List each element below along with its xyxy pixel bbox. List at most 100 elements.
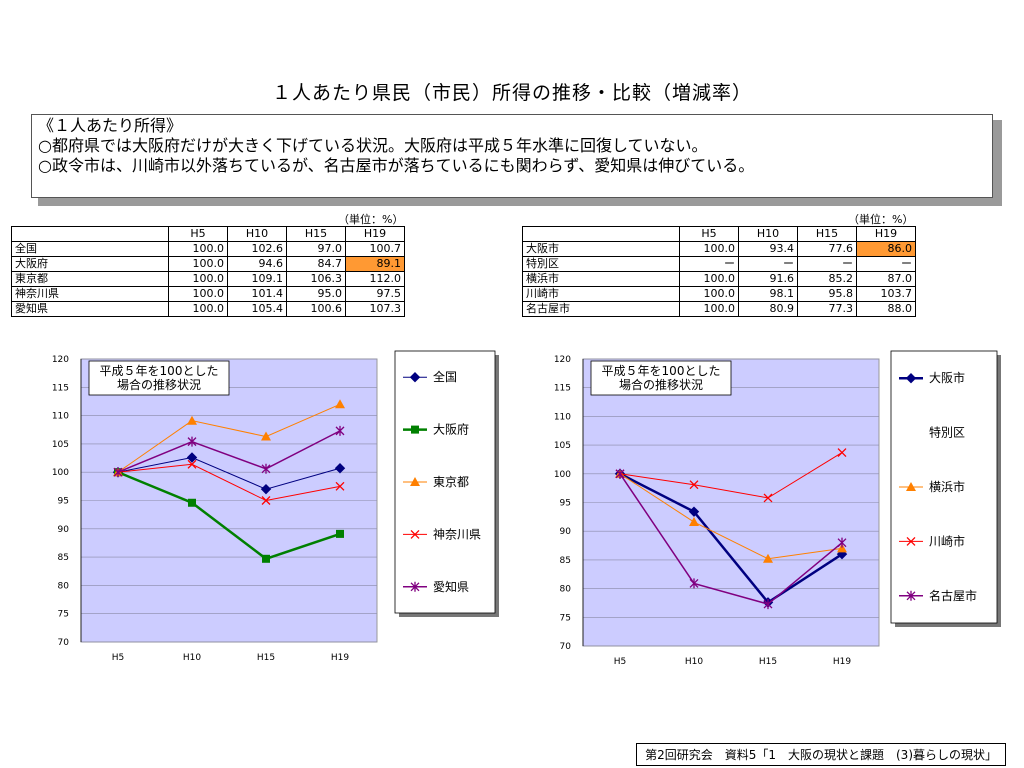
series-line <box>117 456 341 490</box>
data-point <box>334 463 346 474</box>
data-point <box>837 537 847 548</box>
annotation-text: 平成５年を100とした <box>100 364 219 378</box>
y-tick-label: 85 <box>560 556 571 566</box>
data-point <box>187 436 197 447</box>
table-row: 全国 100.0 102.6 97.0 100.7 <box>11 241 405 257</box>
footer-source: 第2回研究会 資料5「1 大阪の現状と課題 (3)暮らしの現状」 <box>636 743 1006 766</box>
legend-entry: 横浜市 <box>929 479 965 494</box>
table-row: 大阪市 100.0 93.4 77.6 86.0 <box>522 241 916 257</box>
y-tick-label: 75 <box>58 610 69 620</box>
annotation-box <box>88 360 230 396</box>
y-tick-label: 105 <box>52 440 69 450</box>
x-tick-label: H15 <box>759 657 777 665</box>
table-row: 愛知県 100.0 105.4 100.6 107.3 <box>11 301 405 317</box>
row-label: 神奈川県 <box>11 286 169 302</box>
series-line <box>619 473 843 605</box>
x-tick-label: H10 <box>183 653 201 663</box>
table-cell: 101.4 <box>227 286 287 302</box>
table-cell: 100.0 <box>168 301 228 317</box>
table-row: 東京都 100.0 109.1 106.3 112.0 <box>11 271 405 287</box>
table-cell: 89.1 <box>345 256 405 272</box>
data-point <box>615 468 625 479</box>
column-header: H19 <box>856 226 916 242</box>
table-cell: 100.0 <box>168 286 228 302</box>
row-label: 名古屋市 <box>522 301 680 317</box>
data-point <box>188 498 196 507</box>
table-cell: 93.4 <box>738 241 798 257</box>
data-point <box>261 463 271 474</box>
series-line <box>619 473 843 560</box>
y-tick-label: 95 <box>58 497 69 507</box>
table-header-row: H5 H10 H15 H19 <box>11 226 405 242</box>
data-point <box>262 554 270 563</box>
y-tick-label: 115 <box>554 384 571 394</box>
data-point <box>336 529 344 538</box>
data-point <box>186 452 198 463</box>
table-cell: ー <box>856 256 916 272</box>
data-point <box>335 481 345 491</box>
summary-note: 《１人あたり所得》 ○都府県では大阪府だけが大きく下げている状況。大阪府は平成５… <box>31 114 993 198</box>
y-tick-label: 115 <box>52 383 69 393</box>
table-cell: 86.0 <box>856 241 916 257</box>
city-chart: 70 75 80 85 90 95 100 105 110 115 120 H5 H10 H15 H19 平成… <box>554 350 1001 665</box>
y-tick-label: 90 <box>58 525 70 535</box>
row-label: 東京都 <box>11 271 169 287</box>
unit-label-prefectures: （単位：%） <box>338 213 404 226</box>
legend-entry: 名古屋市 <box>929 588 977 603</box>
column-header: H5 <box>168 226 228 242</box>
table-cell: 105.4 <box>227 301 287 317</box>
y-tick-label: 80 <box>560 585 572 595</box>
table-cell: 95.0 <box>286 286 346 302</box>
legend-marker <box>410 529 420 539</box>
table-cell: 95.8 <box>797 286 857 302</box>
table-cell: 109.1 <box>227 271 287 287</box>
series-line <box>117 463 341 502</box>
page-title: １人あたり県民（市民）所得の推移・比較（増減率） <box>271 82 752 104</box>
legend-entry: 神奈川県 <box>433 527 481 541</box>
table-cell: 100.6 <box>286 301 346 317</box>
data-point <box>689 517 699 527</box>
city-table: H5 H10 H15 H19 大阪市 100.0 93.4 77.6 86.0 特別区ーーーー横浜… <box>522 226 916 317</box>
y-tick-label: 80 <box>58 581 70 591</box>
y-tick-label: 100 <box>554 470 571 480</box>
legend-marker <box>906 590 916 601</box>
legend-marker <box>906 482 916 491</box>
y-tick-label: 120 <box>554 355 571 365</box>
legend-entry: 全国 <box>433 369 457 384</box>
prefecture-table: H5 H10 H15 H19 全国 100.0 102.6 97.0 100.7 大阪府 100.0… <box>11 226 405 317</box>
column-header: H5 <box>679 226 739 242</box>
y-tick-label: 70 <box>560 642 572 652</box>
table-cell: ー <box>738 256 798 272</box>
data-point <box>260 483 272 495</box>
data-point <box>763 493 773 503</box>
legend-entry: 東京都 <box>433 475 469 489</box>
table-cell: 102.6 <box>227 241 287 257</box>
y-tick-label: 90 <box>560 527 572 537</box>
data-point <box>335 425 345 436</box>
x-tick-label: H19 <box>833 657 851 665</box>
column-header <box>11 226 169 242</box>
table-cell: 98.1 <box>738 286 798 302</box>
table-row: 名古屋市 100.0 80.9 77.3 88.0 <box>522 301 916 317</box>
note-line: 《１人あたり所得》 <box>38 116 183 135</box>
annotation-text: 場合の推移状況 <box>619 377 703 392</box>
row-label: 特別区 <box>522 256 680 272</box>
annotation-box <box>590 360 732 396</box>
table-row: 横浜市 100.0 91.6 85.2 87.0 <box>522 271 916 287</box>
prefecture-chart: 70 75 80 85 90 95 100 105 110 115 120 H5 H10 H15 H19 平成… <box>52 350 499 663</box>
table-cell: 106.3 <box>286 271 346 287</box>
y-tick-label: 75 <box>560 613 571 623</box>
row-label: 愛知県 <box>11 301 169 317</box>
legend-marker <box>905 372 917 384</box>
y-tick-label: 95 <box>560 499 571 509</box>
row-label: 全国 <box>11 241 169 257</box>
table-cell: 84.7 <box>286 256 346 272</box>
y-tick-label: 70 <box>58 638 70 648</box>
table-cell: 107.3 <box>345 301 405 317</box>
table-cell: 97.5 <box>345 286 405 302</box>
table-cell: 100.0 <box>679 286 739 302</box>
data-point <box>763 553 773 563</box>
table-cell: 77.6 <box>797 241 857 257</box>
data-point <box>837 543 847 553</box>
y-tick-label: 100 <box>52 468 69 478</box>
